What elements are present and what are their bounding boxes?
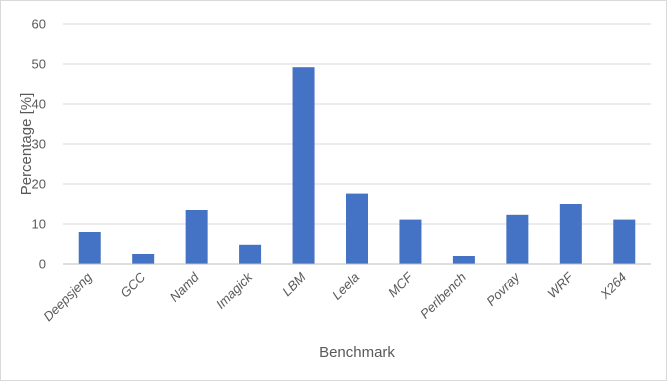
gridlines [63, 23, 651, 225]
y-axis-title: Percentage [%] [18, 93, 35, 196]
y-tick-label: 60 [32, 17, 46, 32]
x-tick-label: WRF [544, 269, 576, 301]
bar-mcf [399, 219, 422, 264]
y-tick-label: 30 [32, 137, 46, 152]
bar-deepsjeng [78, 232, 101, 264]
x-tick-label: Imagick [213, 268, 256, 311]
bar-lbm [292, 67, 315, 264]
bar-wrf [559, 204, 582, 264]
x-tick-label: Perlbench [417, 270, 469, 322]
x-tick-label: Deepsjeng [40, 269, 95, 324]
bar-povray [506, 214, 529, 264]
y-tick-label: 0 [39, 257, 46, 272]
x-axis-title: Benchmark [319, 344, 395, 361]
bars [78, 67, 636, 264]
x-tick-label: Leela [329, 270, 362, 303]
x-tick-label: X264 [597, 270, 630, 303]
y-tick-label: 40 [32, 97, 46, 112]
bar-perlbench [452, 256, 475, 264]
x-tick-label: MCF [385, 269, 416, 300]
x-tick-label: Namd [167, 269, 203, 305]
bar-namd [185, 210, 208, 264]
x-axis-ticks: Deepsjeng GCC Namd Imagick LBM Leela MCF Perlbe… [40, 268, 629, 324]
y-tick-label: 10 [32, 217, 46, 232]
bar-imagick [239, 244, 262, 264]
y-tick-label: 20 [32, 177, 46, 192]
x-tick-label: LBM [279, 269, 309, 299]
bar-gcc [132, 254, 155, 264]
bar-x264 [613, 219, 636, 264]
bar-leela [346, 193, 368, 264]
y-tick-label: 50 [32, 57, 46, 72]
x-tick-label: Povray [483, 268, 523, 308]
x-tick-label: GCC [117, 269, 148, 300]
y-axis-ticks: 0 10 20 30 40 50 60 [32, 17, 46, 272]
